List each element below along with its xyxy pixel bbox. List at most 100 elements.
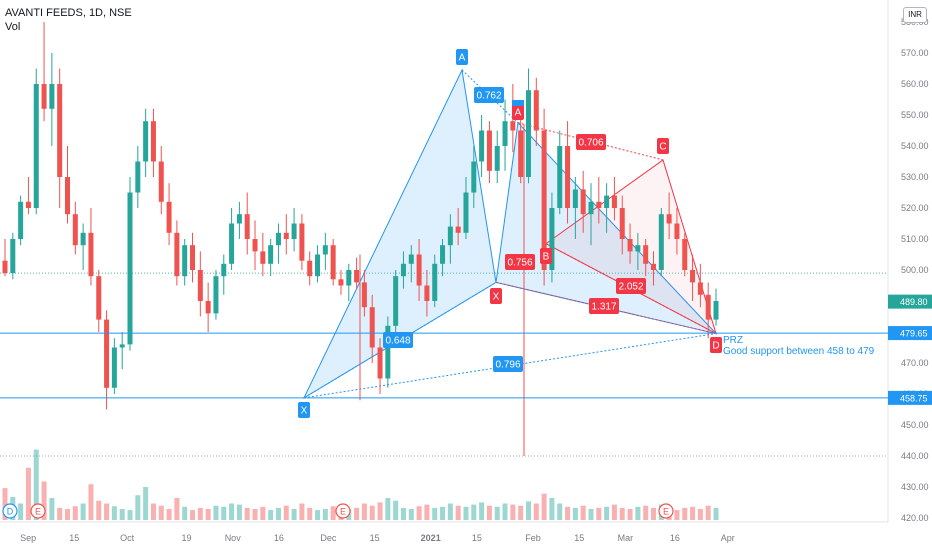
candle-body [135,161,141,193]
price-tick-label: 450.00 [901,420,929,430]
ratio-label: 0.756 [507,258,532,269]
candle-body [674,223,680,239]
candle-body [705,294,711,320]
ratio-label: 2.052 [618,282,643,293]
volume-bar [33,449,39,520]
volume-bar [674,510,680,520]
volume-bar [518,505,524,520]
volume-bar [510,504,516,520]
candle-body [385,325,391,379]
volume-bar [627,509,633,520]
currency-button[interactable]: INR [903,7,927,23]
volume-bar [650,507,656,520]
volume-bar [299,503,305,520]
volume-bar [447,503,453,520]
volume-bar [322,509,328,520]
volume-bar [580,505,586,520]
price-tick-label: 510.00 [901,234,929,244]
volume-bar [104,503,110,520]
ratio-badge [383,332,413,348]
volume-bar [463,506,469,520]
volume-bar [533,503,539,520]
price-axis-badge [888,326,932,341]
aa-dotted-line [461,69,519,124]
volume-bar [393,500,399,520]
time-tick-label: 19 [181,533,191,543]
time-tick-label: 15 [472,533,482,543]
volume-bar [416,506,422,520]
pattern-point-label: X [301,406,308,417]
time-tick-label: Feb [525,533,541,543]
volume-bar [127,510,133,520]
candle-body [650,263,656,270]
candle-body [221,263,227,277]
volume-bar [596,507,602,520]
candle-body [158,161,164,202]
volume-bar [174,498,180,520]
candle-body [166,201,172,233]
candle-body [18,201,24,239]
event-marker-label: E [340,507,346,517]
pattern-point-badge [657,138,669,154]
candle-body [315,254,321,277]
time-tick-label: 15 [370,533,380,543]
pattern-point-badge [512,104,524,120]
price-tick-label: 470.00 [901,358,929,368]
event-marker [30,503,46,519]
price-tick-label: 570.00 [901,48,929,58]
candle-body [572,189,578,208]
ratio-badge [616,278,646,294]
time-tick-label: 15 [574,533,584,543]
volume-bar [283,505,289,520]
time-tick-label: Nov [225,533,242,543]
volume-bar [643,505,649,520]
volume-bar [455,505,461,520]
volume-bar [361,503,367,520]
volume-bar [150,503,156,520]
candle-body [322,245,328,255]
volume-bar [41,481,47,520]
ratio-badge [505,254,535,270]
price-tick-label: 420.00 [901,513,929,523]
event-marker-label: E [663,507,669,517]
volume-bar [49,498,55,520]
time-tick-label: Apr [721,533,735,543]
candle-body [432,263,438,301]
volume-bar [158,505,164,520]
volume-bar [190,510,196,520]
volume-bar [604,506,610,520]
candle-body [25,201,31,208]
candle-body [533,90,539,131]
pattern-point-label: X [493,292,500,303]
candle-body [10,239,16,274]
volume-bar [25,467,31,520]
candle-body [252,239,258,252]
volume-bar [635,506,641,520]
candle-body [65,177,71,215]
time-tick-label: Dec [320,533,337,543]
candle-body [588,201,594,215]
candle-body [643,245,649,264]
candle-body [424,285,430,301]
candle-body [307,260,313,277]
candle-body [416,254,422,286]
candle-body [611,195,617,208]
volume-bar [291,509,297,520]
volume-bar [588,509,594,520]
volume-label: Vol [5,21,21,33]
candle-body [291,223,297,239]
ratio-label: 0.762 [476,91,501,102]
candle-body [658,214,664,270]
volume-bar [330,506,336,520]
volume-bar [252,509,258,520]
candle-body [260,251,266,264]
price-tick-label: 500.00 [901,265,929,275]
event-marker [335,503,351,519]
volume-bar [354,507,360,520]
volume-bar [213,505,219,520]
pattern-point-label: D [712,341,719,352]
price-axis-badge-label: 489.80 [900,297,928,307]
candle-body [236,214,242,224]
price-tick-label: 560.00 [901,79,929,89]
